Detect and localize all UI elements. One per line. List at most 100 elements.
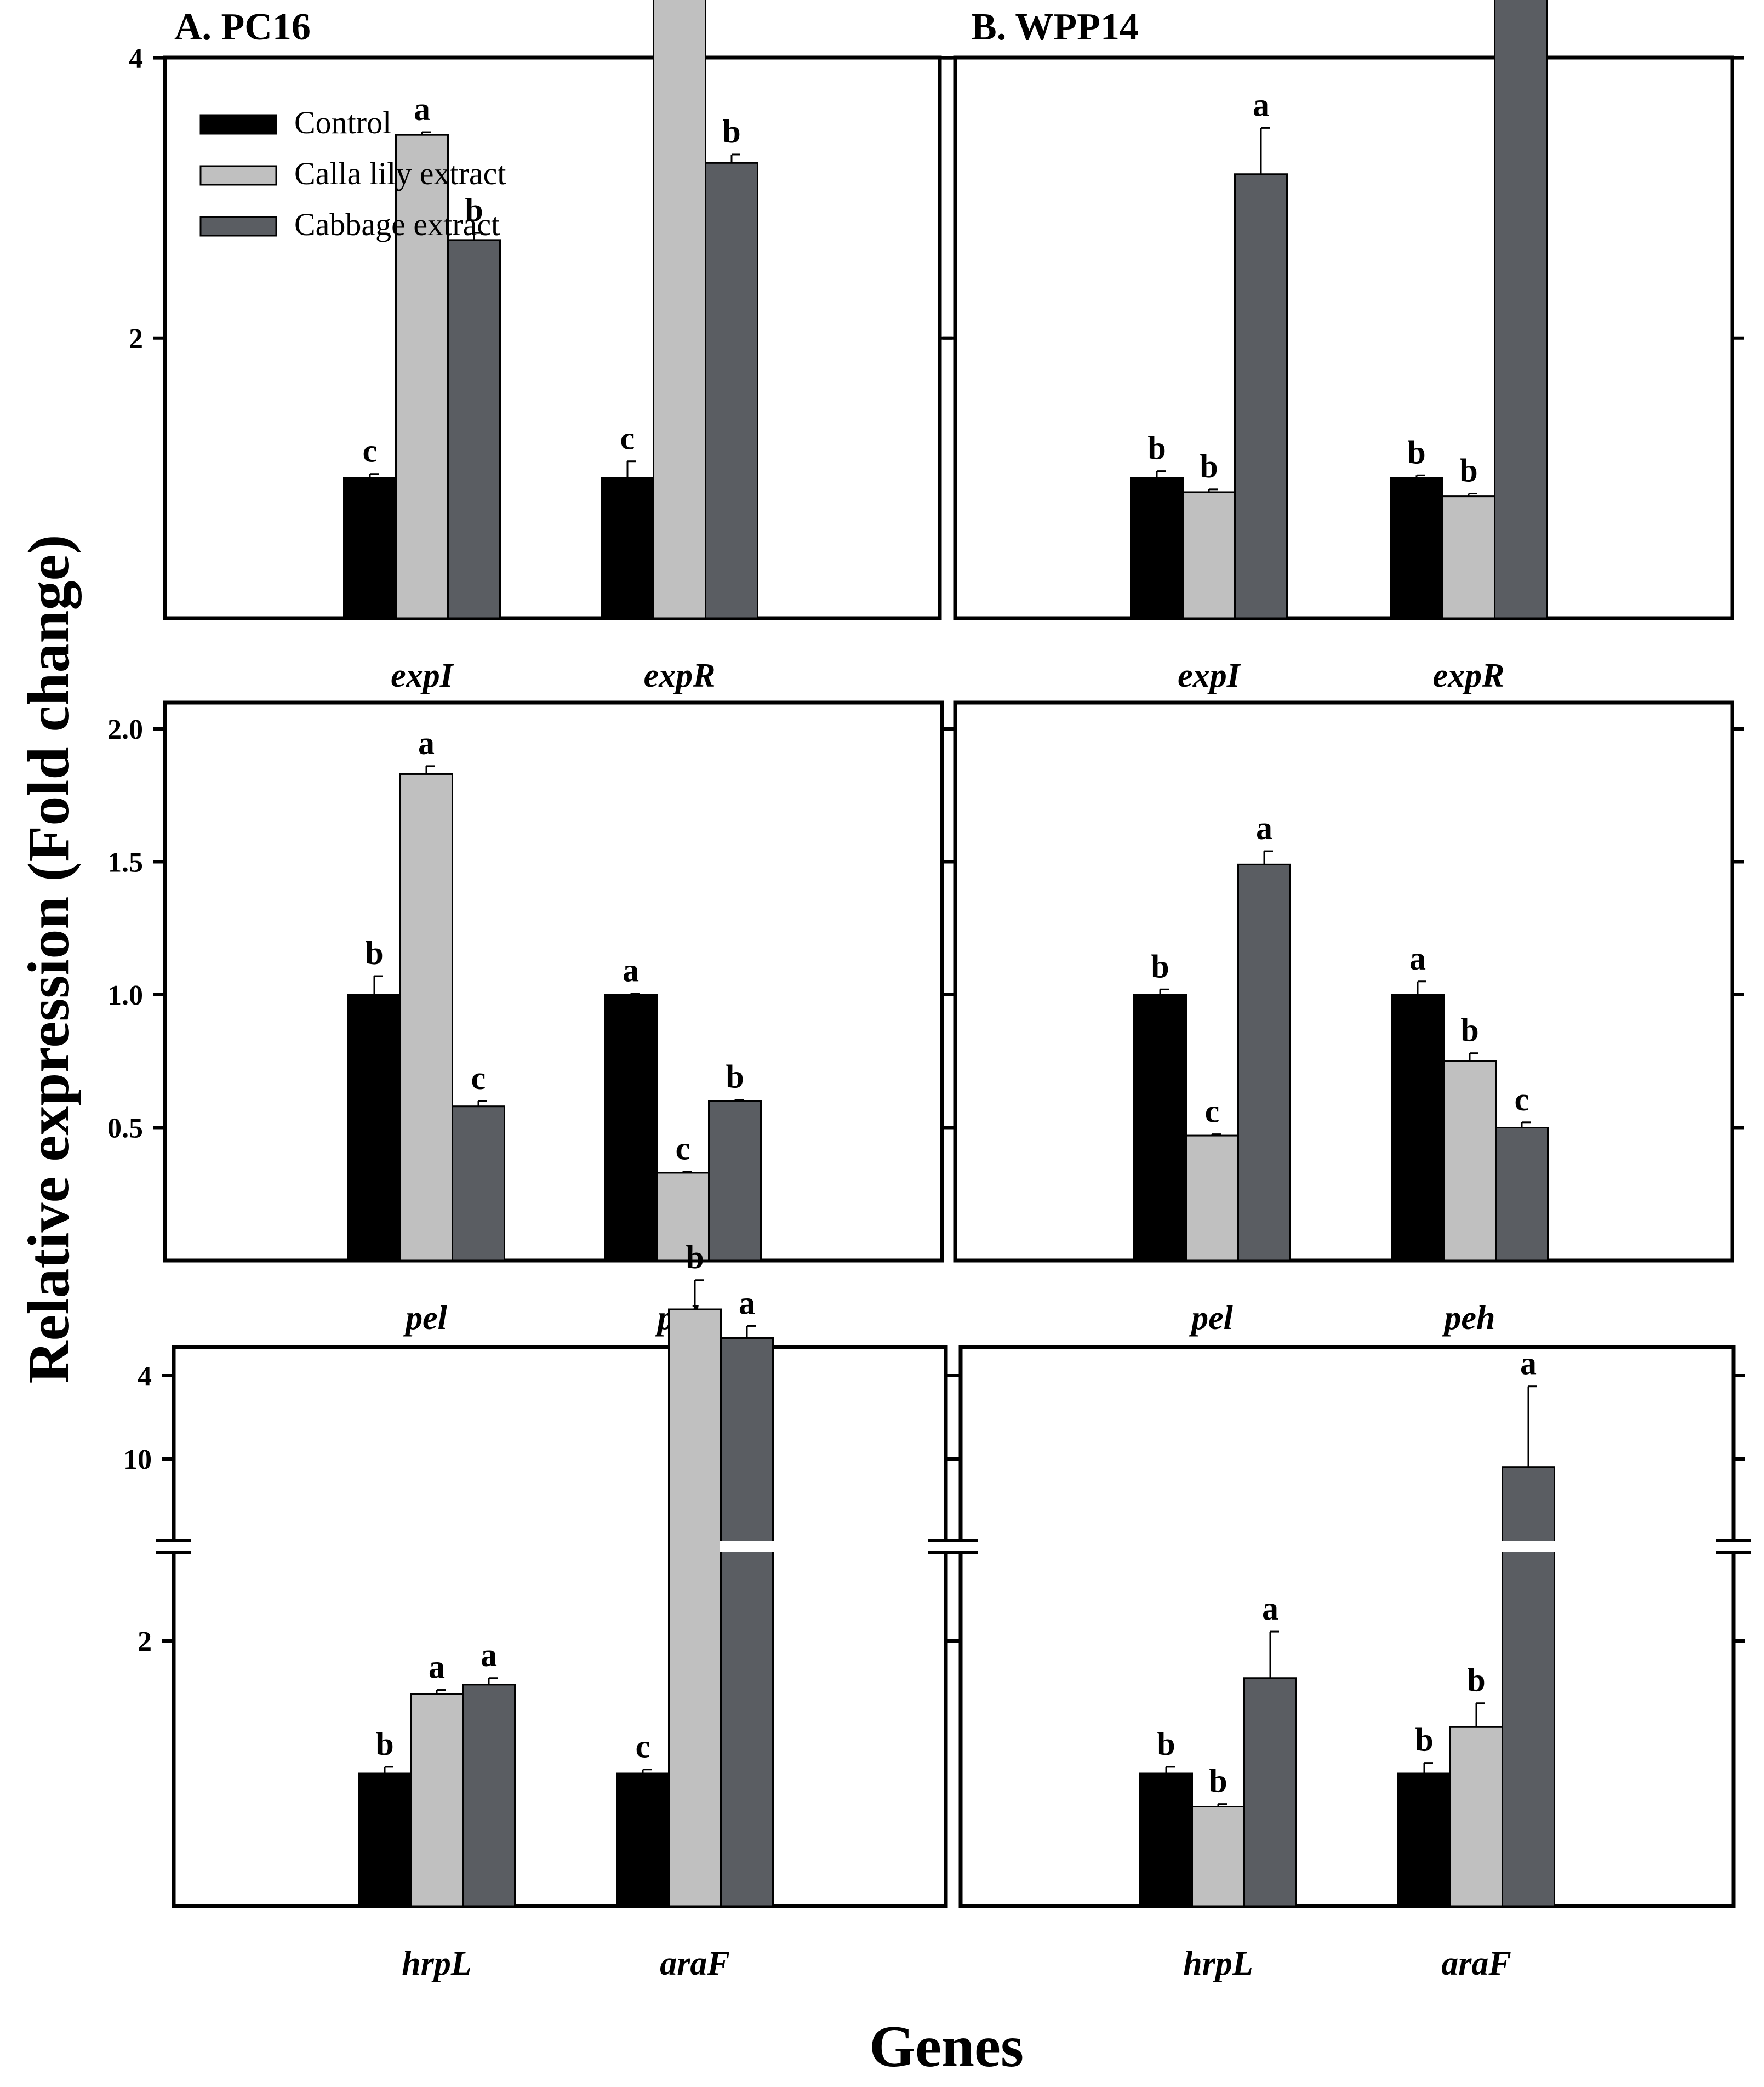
significance-letter: a: [481, 1637, 497, 1673]
y-tick-label: 1.0: [107, 980, 143, 1011]
plot-frame: [163, 55, 942, 620]
significance-letter: b: [375, 1726, 393, 1762]
significance-letter: b: [686, 1239, 704, 1275]
significance-letter: a: [1409, 940, 1426, 977]
bar: [1449, 1726, 1503, 1907]
panel-title-a: A. PC16: [174, 6, 311, 48]
bar: [1442, 495, 1495, 619]
bar: [1234, 173, 1288, 619]
bar: [1182, 491, 1236, 619]
legend-label: Calla lily extract: [294, 156, 506, 191]
bar-break-gap: [720, 1541, 774, 1552]
bar: [708, 1100, 762, 1262]
significance-letter: c: [620, 420, 635, 457]
significance-letter: c: [1205, 1093, 1220, 1130]
bar: [1494, 0, 1548, 619]
panel-title-b: B. WPP14: [971, 6, 1139, 48]
bar: [1397, 1772, 1451, 1907]
legend-label: Control: [294, 105, 391, 140]
gene-label: araF: [1441, 1945, 1511, 1982]
significance-letter: b: [1407, 434, 1425, 470]
y-tick-label: 4: [129, 43, 143, 75]
axis-break-gap-right: [1728, 1542, 1739, 1551]
bar: [653, 0, 706, 619]
plot-frame: [953, 700, 1734, 1263]
y-tick-label: 2: [129, 323, 143, 355]
significance-letter: c: [363, 433, 378, 469]
bar: [656, 1172, 710, 1262]
bar: [399, 773, 453, 1262]
bar: [343, 477, 397, 619]
legend-swatch: [199, 216, 277, 237]
significance-letter: a: [418, 725, 435, 761]
significance-letter: a: [429, 1649, 445, 1685]
bar: [1243, 1677, 1297, 1907]
significance-letter: c: [471, 1060, 486, 1096]
significance-letter: a: [739, 1285, 755, 1321]
gene-label: expR: [1433, 657, 1505, 694]
bar: [1495, 1127, 1549, 1262]
significance-letter: a: [414, 91, 430, 127]
bar: [1391, 994, 1445, 1262]
bar: [395, 134, 449, 619]
significance-letter: b: [1460, 1012, 1478, 1048]
bar: [1191, 1806, 1245, 1907]
y-axis-title: Relative expression (Fold change): [16, 535, 82, 1384]
bar: [705, 162, 758, 619]
gene-label: peh: [1442, 1299, 1495, 1337]
legend-swatch: [199, 114, 277, 135]
panels: 246cabexpIcabexpRbbaexpIbbaexpR0.51.01.5…: [107, 0, 1751, 1982]
significance-letter: b: [1459, 453, 1477, 489]
significance-letter: b: [1200, 448, 1218, 484]
y-tick-label: 1.5: [107, 847, 143, 879]
significance-letter: b: [722, 113, 740, 150]
gene-label: hrpL: [402, 1945, 471, 1982]
gene-label: pel: [1189, 1299, 1234, 1337]
bar: [447, 239, 501, 619]
significance-letter: b: [1148, 430, 1166, 466]
legend: Control Calla lily extract Cabbage extract: [199, 105, 506, 242]
bar: [462, 1684, 516, 1907]
plot-frame: [953, 55, 1734, 620]
bar: [1185, 1134, 1239, 1262]
significance-letter: b: [1415, 1722, 1433, 1758]
bar: [1130, 477, 1184, 619]
significance-letter: a: [1256, 810, 1272, 846]
chart-panel-1: bbaexpIbbaexpR: [943, 0, 1744, 694]
bar: [668, 1308, 722, 1907]
bar: [358, 1772, 412, 1907]
gene-label: expI: [1178, 657, 1241, 694]
bar: [1237, 863, 1291, 1262]
bar: [1133, 994, 1187, 1262]
plot-frame: [958, 1345, 1736, 1908]
significance-letter: b: [465, 192, 483, 228]
gene-label: expI: [391, 657, 454, 694]
bar: [452, 1105, 505, 1262]
y-tick-label: 2: [138, 1626, 152, 1657]
gene-label: araF: [660, 1945, 729, 1982]
bar: [1443, 1060, 1497, 1262]
gene-label: expR: [644, 657, 716, 694]
significance-letter: b: [1467, 1662, 1485, 1698]
significance-letter: b: [726, 1059, 744, 1095]
bar: [1390, 477, 1443, 619]
y-tick-label: 2.0: [107, 714, 143, 745]
axis-break-gap-right: [940, 1542, 951, 1551]
significance-letter: c: [636, 1729, 650, 1765]
significance-letter: a: [623, 953, 639, 989]
legend-label: Cabbage extract: [294, 207, 500, 242]
bar: [601, 477, 654, 619]
significance-letter: b: [1209, 1763, 1227, 1799]
bar-break-gap: [1501, 1541, 1556, 1552]
x-axis-title: Genes: [869, 2014, 1024, 2079]
y-tick-label: 10: [123, 1444, 152, 1475]
plot-frame: [163, 700, 944, 1263]
y-tick-label: 0.5: [107, 1113, 143, 1144]
bar: [604, 994, 658, 1262]
chart-panel-2: 0.51.01.52.0bacpelacbpeh: [107, 700, 954, 1337]
bar: [616, 1772, 670, 1907]
chart-panel-0: 246cabexpIcabexpR: [129, 0, 952, 694]
